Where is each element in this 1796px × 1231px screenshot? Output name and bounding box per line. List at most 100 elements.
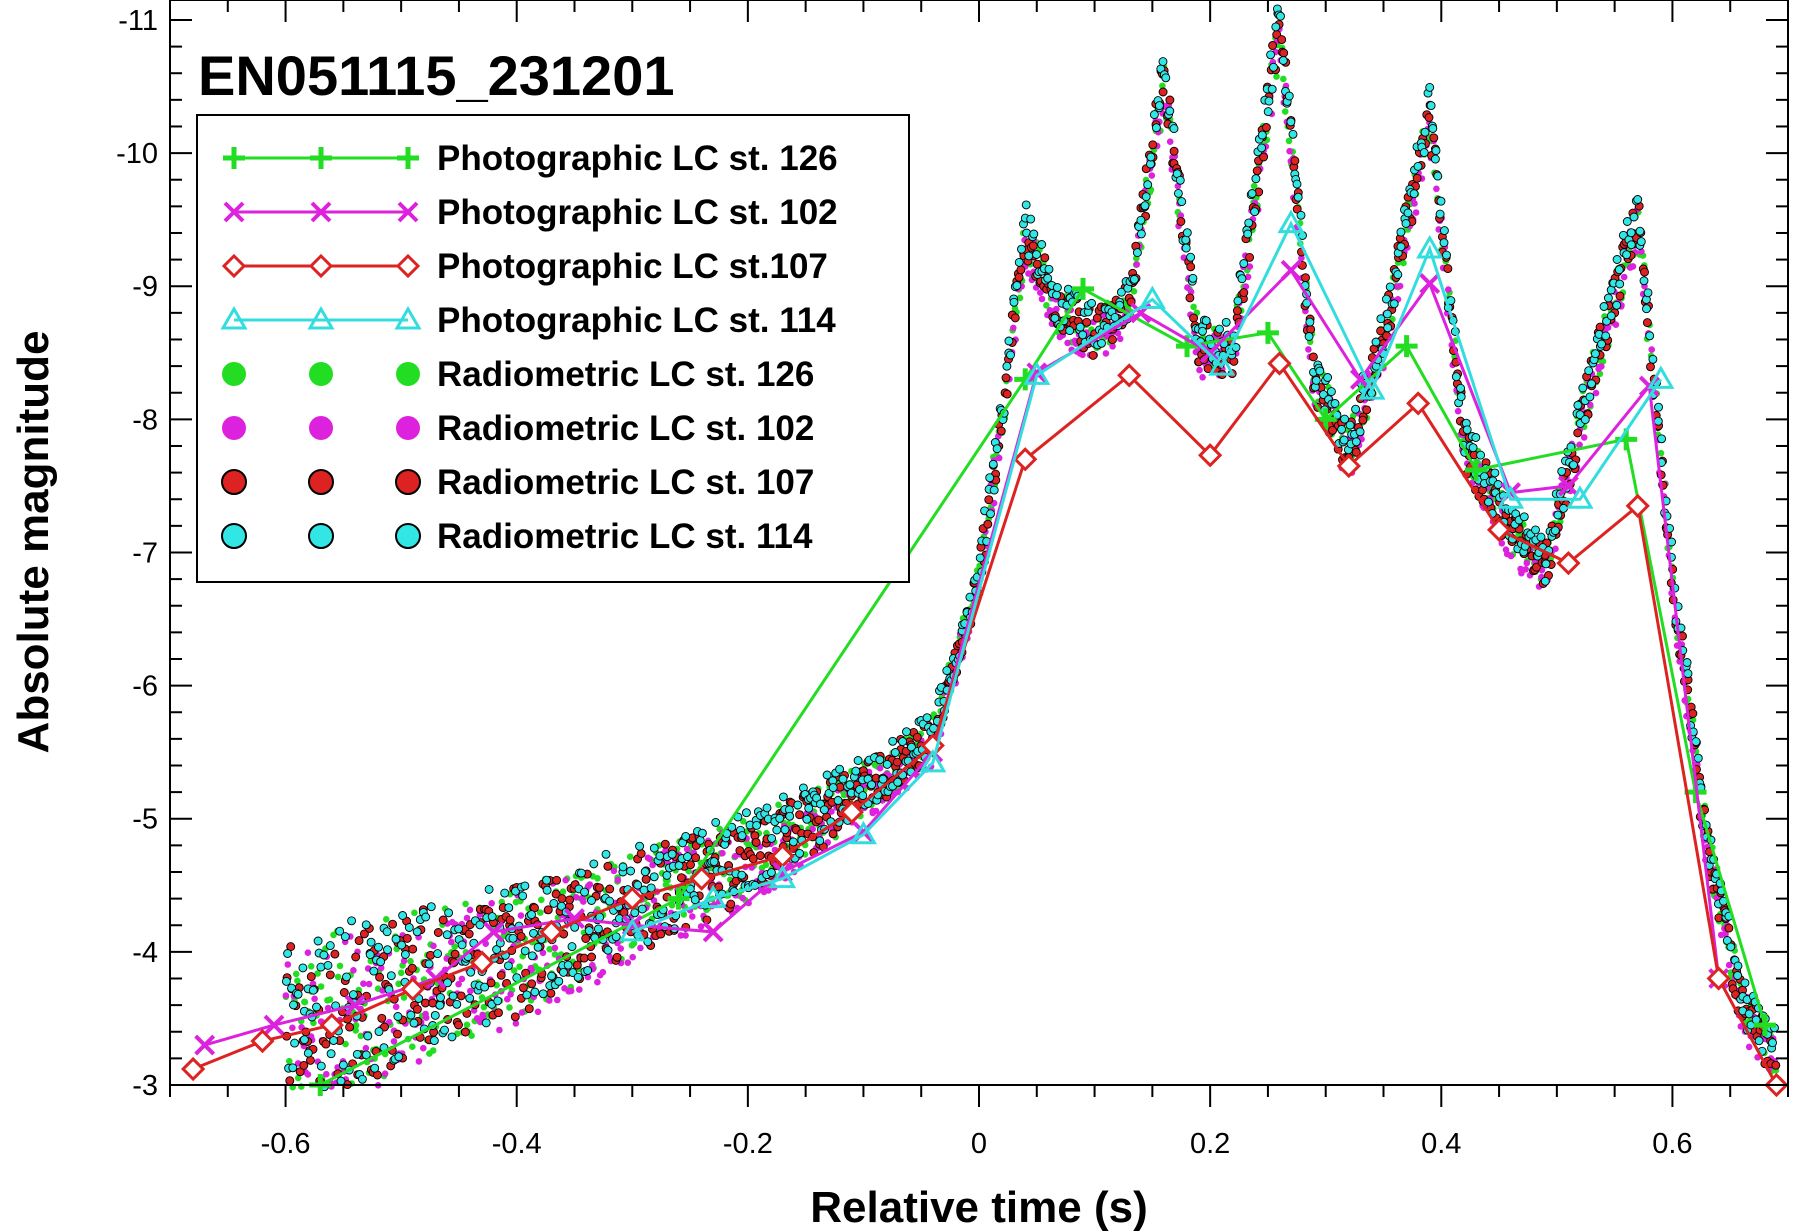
radiometric-point bbox=[330, 949, 340, 959]
radiometric-point bbox=[1541, 559, 1551, 569]
radiometric-point bbox=[626, 853, 634, 860]
radiometric-point bbox=[1640, 267, 1649, 277]
radiometric-point bbox=[421, 912, 431, 922]
y-axis-title: Absolute magnitude bbox=[9, 331, 58, 754]
radiometric-point bbox=[542, 875, 552, 885]
radiometric-point bbox=[546, 945, 553, 953]
radiometric-point bbox=[984, 495, 994, 505]
radiometric-point bbox=[1169, 124, 1179, 134]
radiometric-point bbox=[444, 908, 454, 918]
radiometric-point bbox=[1648, 346, 1655, 353]
x-marker bbox=[1349, 369, 1371, 390]
radiometric-point bbox=[1435, 209, 1445, 219]
radiometric-point bbox=[882, 759, 892, 769]
radiometric-point bbox=[635, 841, 645, 851]
triangle-marker bbox=[1138, 285, 1166, 310]
radiometric-point bbox=[1401, 219, 1411, 228]
x-marker bbox=[263, 1014, 285, 1036]
radiometric-point bbox=[283, 949, 293, 958]
radiometric-point bbox=[1439, 238, 1449, 248]
radiometric-point bbox=[284, 961, 292, 968]
radiometric-point bbox=[1173, 188, 1183, 198]
radiometric-point bbox=[1065, 326, 1075, 336]
radiometric-point bbox=[480, 982, 490, 992]
radiometric-point bbox=[285, 1076, 295, 1086]
radiometric-point bbox=[1599, 358, 1607, 365]
radiometric-point bbox=[1181, 235, 1191, 245]
radiometric-point bbox=[520, 881, 530, 891]
diamond-marker bbox=[539, 919, 564, 945]
diamond-marker bbox=[180, 1056, 206, 1082]
diamond-marker bbox=[1013, 447, 1038, 472]
radiometric-point bbox=[567, 987, 575, 995]
radiometric-point bbox=[409, 1043, 416, 1050]
diamond-marker bbox=[1336, 453, 1361, 479]
radiometric-point bbox=[436, 993, 445, 1002]
radiometric-point bbox=[1201, 316, 1211, 326]
radiometric-point bbox=[1032, 250, 1041, 259]
radiometric-point bbox=[893, 777, 903, 787]
triangle-marker bbox=[1208, 352, 1236, 376]
radiometric-point bbox=[1490, 468, 1500, 478]
x-marker bbox=[1419, 273, 1441, 294]
radiometric-point bbox=[1358, 415, 1368, 425]
legend-circle-marker bbox=[221, 523, 247, 549]
radiometric-point bbox=[793, 800, 803, 810]
y-tick-label: -11 bbox=[118, 5, 158, 37]
radiometric-point bbox=[1412, 173, 1422, 183]
radiometric-point bbox=[828, 783, 838, 793]
radiometric-point bbox=[624, 959, 632, 966]
radiometric-point bbox=[1165, 95, 1175, 105]
radiometric-point bbox=[500, 888, 510, 898]
radiometric-point bbox=[1615, 291, 1625, 301]
radiometric-point bbox=[737, 831, 747, 841]
radiometric-point bbox=[892, 757, 902, 767]
legend-circle-marker bbox=[308, 469, 334, 495]
radiometric-point bbox=[1443, 264, 1453, 274]
series-photographic-lc-st-114 bbox=[618, 209, 1675, 942]
radiometric-point bbox=[601, 849, 611, 859]
radiometric-point bbox=[576, 868, 586, 878]
radiometric-point bbox=[660, 839, 670, 849]
radiometric-point bbox=[336, 1076, 346, 1086]
radiometric-point bbox=[1221, 317, 1231, 327]
triangle-marker bbox=[1358, 376, 1386, 400]
radiometric-point bbox=[643, 937, 653, 947]
radiometric-point bbox=[655, 851, 665, 861]
radiometric-point bbox=[468, 1032, 475, 1039]
radiometric-point bbox=[676, 873, 686, 883]
plus-marker bbox=[223, 147, 245, 169]
radiometric-point bbox=[1403, 208, 1413, 218]
radiometric-point bbox=[1025, 270, 1032, 277]
radiometric-point bbox=[484, 884, 494, 894]
radiometric-point bbox=[335, 926, 345, 936]
radiometric-point bbox=[815, 836, 825, 846]
radiometric-point bbox=[369, 966, 379, 976]
radiometric-point bbox=[393, 1029, 402, 1039]
radiometric-point bbox=[858, 791, 868, 801]
radiometric-point bbox=[649, 843, 659, 853]
radiometric-point bbox=[305, 1055, 315, 1065]
radiometric-point bbox=[375, 972, 385, 982]
radiometric-point bbox=[1001, 373, 1011, 383]
radiometric-point bbox=[1326, 387, 1336, 397]
radiometric-point bbox=[872, 807, 880, 815]
radiometric-point bbox=[325, 970, 335, 980]
radiometric-point bbox=[1116, 287, 1126, 297]
radiometric-point bbox=[1653, 416, 1663, 426]
radiometric-point bbox=[765, 887, 772, 894]
radiometric-point bbox=[766, 868, 776, 877]
radiometric-point bbox=[1308, 352, 1318, 362]
radiometric-point bbox=[583, 966, 593, 975]
radiometric-point bbox=[1433, 171, 1443, 181]
radiometric-point bbox=[1237, 274, 1247, 284]
radiometric-point bbox=[1430, 154, 1440, 164]
radiometric-point bbox=[370, 1063, 380, 1073]
radiometric-point bbox=[1109, 343, 1116, 350]
radiometric-point bbox=[516, 963, 523, 970]
radiometric-point bbox=[534, 1008, 542, 1016]
radiometric-point bbox=[1559, 503, 1568, 513]
radiometric-point bbox=[1266, 50, 1276, 60]
radiometric-point bbox=[325, 941, 335, 951]
radiometric-point bbox=[1006, 350, 1015, 360]
